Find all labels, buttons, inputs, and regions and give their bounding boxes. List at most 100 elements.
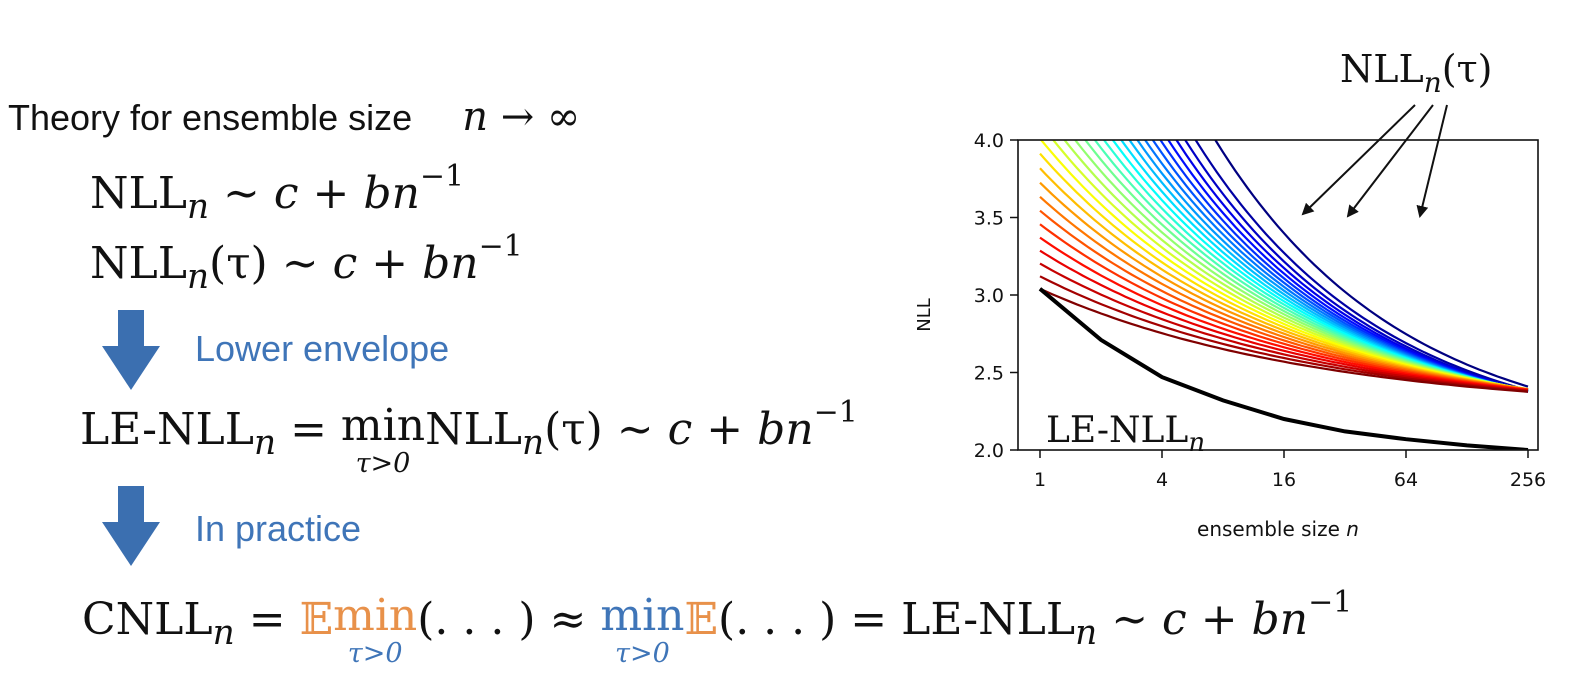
nll-tau-curve — [1039, 249, 1529, 392]
y-axis: 2.0 2.5 3.0 3.5 4.0 — [974, 130, 1018, 462]
eq4-args2: (. . . ) — [718, 594, 837, 645]
eq4-n: n — [1279, 594, 1309, 645]
eq4-exp: −1 — [1308, 584, 1353, 620]
equation-le-nll: LE-NLLn = min τ>0 NLLn(τ) ∼ c + bn−1 — [80, 395, 858, 479]
eq3-c: c — [667, 404, 693, 455]
eq1-rel: ∼ — [209, 168, 274, 219]
eq4-min2-under: τ>0 — [615, 638, 670, 669]
equation-nll-n-tau: NLLn(τ) ∼ c + bn−1 — [90, 229, 523, 297]
eq4-eq: = — [234, 594, 300, 645]
nll-tau-curve — [1214, 140, 1529, 388]
eq2-sub: n — [186, 256, 210, 297]
eq4-args: (. . . ) — [417, 594, 536, 645]
eq3-sub: n — [253, 422, 277, 463]
nll-chart: 2.0 2.5 3.0 3.5 4.0 1 4 16 64 256 NLL ensemble s… — [914, 47, 1546, 541]
eq2-c: c — [332, 238, 358, 289]
callout-arg: (τ) — [1442, 47, 1493, 91]
x-axis-label: ensemble size n — [1197, 517, 1359, 541]
nll-tau-curve — [1039, 262, 1529, 392]
callout-label: NLLn(τ) — [1340, 47, 1492, 99]
eq4-min-text: min — [333, 590, 418, 641]
eq1-sub: n — [186, 186, 210, 227]
nll-tau-curves — [1039, 140, 1529, 393]
callout-arrow — [1416, 104, 1448, 218]
theory-n: n — [462, 94, 488, 140]
eq3-plus: + — [692, 404, 758, 455]
eq3-min-text: min — [340, 400, 426, 451]
eq4-min-under: τ>0 — [347, 638, 403, 669]
eq4-min2-text: min — [600, 590, 685, 641]
y-tick-label: 2.5 — [974, 363, 1004, 385]
eq4-eq2: = — [836, 594, 902, 645]
eq1-n: n — [391, 168, 420, 219]
eq4-expectation2: 𝔼 — [684, 594, 719, 645]
eq4-min: min τ>0 — [333, 594, 417, 669]
eq3-arg: (τ) — [544, 404, 603, 455]
eq3-b: b — [757, 404, 786, 455]
nll-tau-curve — [1039, 275, 1529, 393]
down-arrow-icon — [102, 486, 160, 566]
envelope-label-sub: n — [1188, 428, 1205, 458]
envelope-label: LE-NLLn — [1046, 410, 1205, 458]
callout-arrow — [1346, 104, 1434, 218]
x-tick-label: 256 — [1510, 469, 1546, 491]
eq4-sub: n — [212, 612, 235, 653]
x-tick-label: 64 — [1394, 469, 1418, 491]
eq4-min2: min τ>0 — [600, 594, 684, 669]
eq4-expectation: 𝔼 — [299, 594, 334, 645]
lower-envelope-curve — [1038, 287, 1529, 450]
theory-line: Theory for ensemble size n → ∞ — [8, 94, 580, 140]
y-tick-label: 2.0 — [974, 440, 1004, 462]
eq4-b: b — [1251, 594, 1280, 645]
eq2-b: b — [422, 238, 451, 289]
eq4-lhs: CNLL — [82, 594, 213, 645]
x-tick-label: 4 — [1156, 469, 1168, 491]
eq4-plus: + — [1186, 594, 1252, 645]
callout-nll: NLL — [1340, 47, 1424, 91]
eq3-min: min τ>0 — [341, 404, 425, 479]
nll-tau-curve — [1039, 287, 1529, 393]
eq4-le: LE-NLL — [901, 594, 1076, 645]
y-axis-label: NLL — [914, 298, 935, 332]
eq3-lhs: LE-NLL — [80, 404, 254, 455]
callout-arrow — [1301, 104, 1416, 216]
theory-prefix: Theory for ensemble size — [8, 97, 413, 138]
nll-tau-curve — [1194, 140, 1529, 392]
theory-inf: ∞ — [546, 94, 581, 140]
y-tick-label: 3.5 — [974, 208, 1004, 230]
x-axis: 1 4 16 64 256 — [1034, 450, 1546, 491]
eq4-c: c — [1162, 594, 1187, 645]
eq2-exp: −1 — [478, 228, 523, 264]
eq3-min-under: τ>0 — [355, 448, 411, 479]
eq4-approx: ≈ — [535, 594, 601, 645]
envelope-label-text: LE-NLL — [1046, 410, 1188, 451]
eq4-sub2: n — [1075, 612, 1098, 653]
eq2-plus: + — [357, 238, 423, 289]
eq3-exp: −1 — [813, 394, 858, 430]
eq1-exp: −1 — [419, 158, 464, 194]
eq1-c: c — [273, 168, 299, 219]
eq3-n: n — [785, 404, 814, 455]
down-arrow-icon — [102, 310, 160, 390]
y-tick-label: 3.0 — [974, 285, 1004, 307]
eq2-rel: ∼ — [267, 238, 333, 289]
eq1-lhs: NLL — [90, 168, 187, 219]
eq2-lhs: NLL — [90, 238, 187, 289]
eq2-arg: (τ) — [209, 238, 268, 289]
x-tick-label: 16 — [1272, 469, 1296, 491]
step-in-practice: In practice — [195, 508, 362, 549]
eq3-sub2: n — [522, 422, 545, 463]
x-tick-label: 1 — [1034, 469, 1046, 491]
lower-envelope-group — [1038, 287, 1529, 450]
x-axis-label-var: n — [1346, 517, 1359, 541]
eq3-rel: ∼ — [602, 404, 668, 455]
nll-tau-curve — [1183, 140, 1529, 393]
eq1-plus: + — [298, 168, 364, 219]
eq4-rel: ∼ — [1097, 594, 1163, 645]
step-lower-envelope: Lower envelope — [195, 328, 450, 369]
callout-sub: n — [1424, 66, 1442, 99]
eq3-nll: NLL — [425, 404, 522, 455]
x-axis-label-text: ensemble size — [1197, 517, 1340, 541]
eq2-n: n — [450, 238, 479, 289]
theory-limit: n → ∞ — [462, 94, 580, 140]
